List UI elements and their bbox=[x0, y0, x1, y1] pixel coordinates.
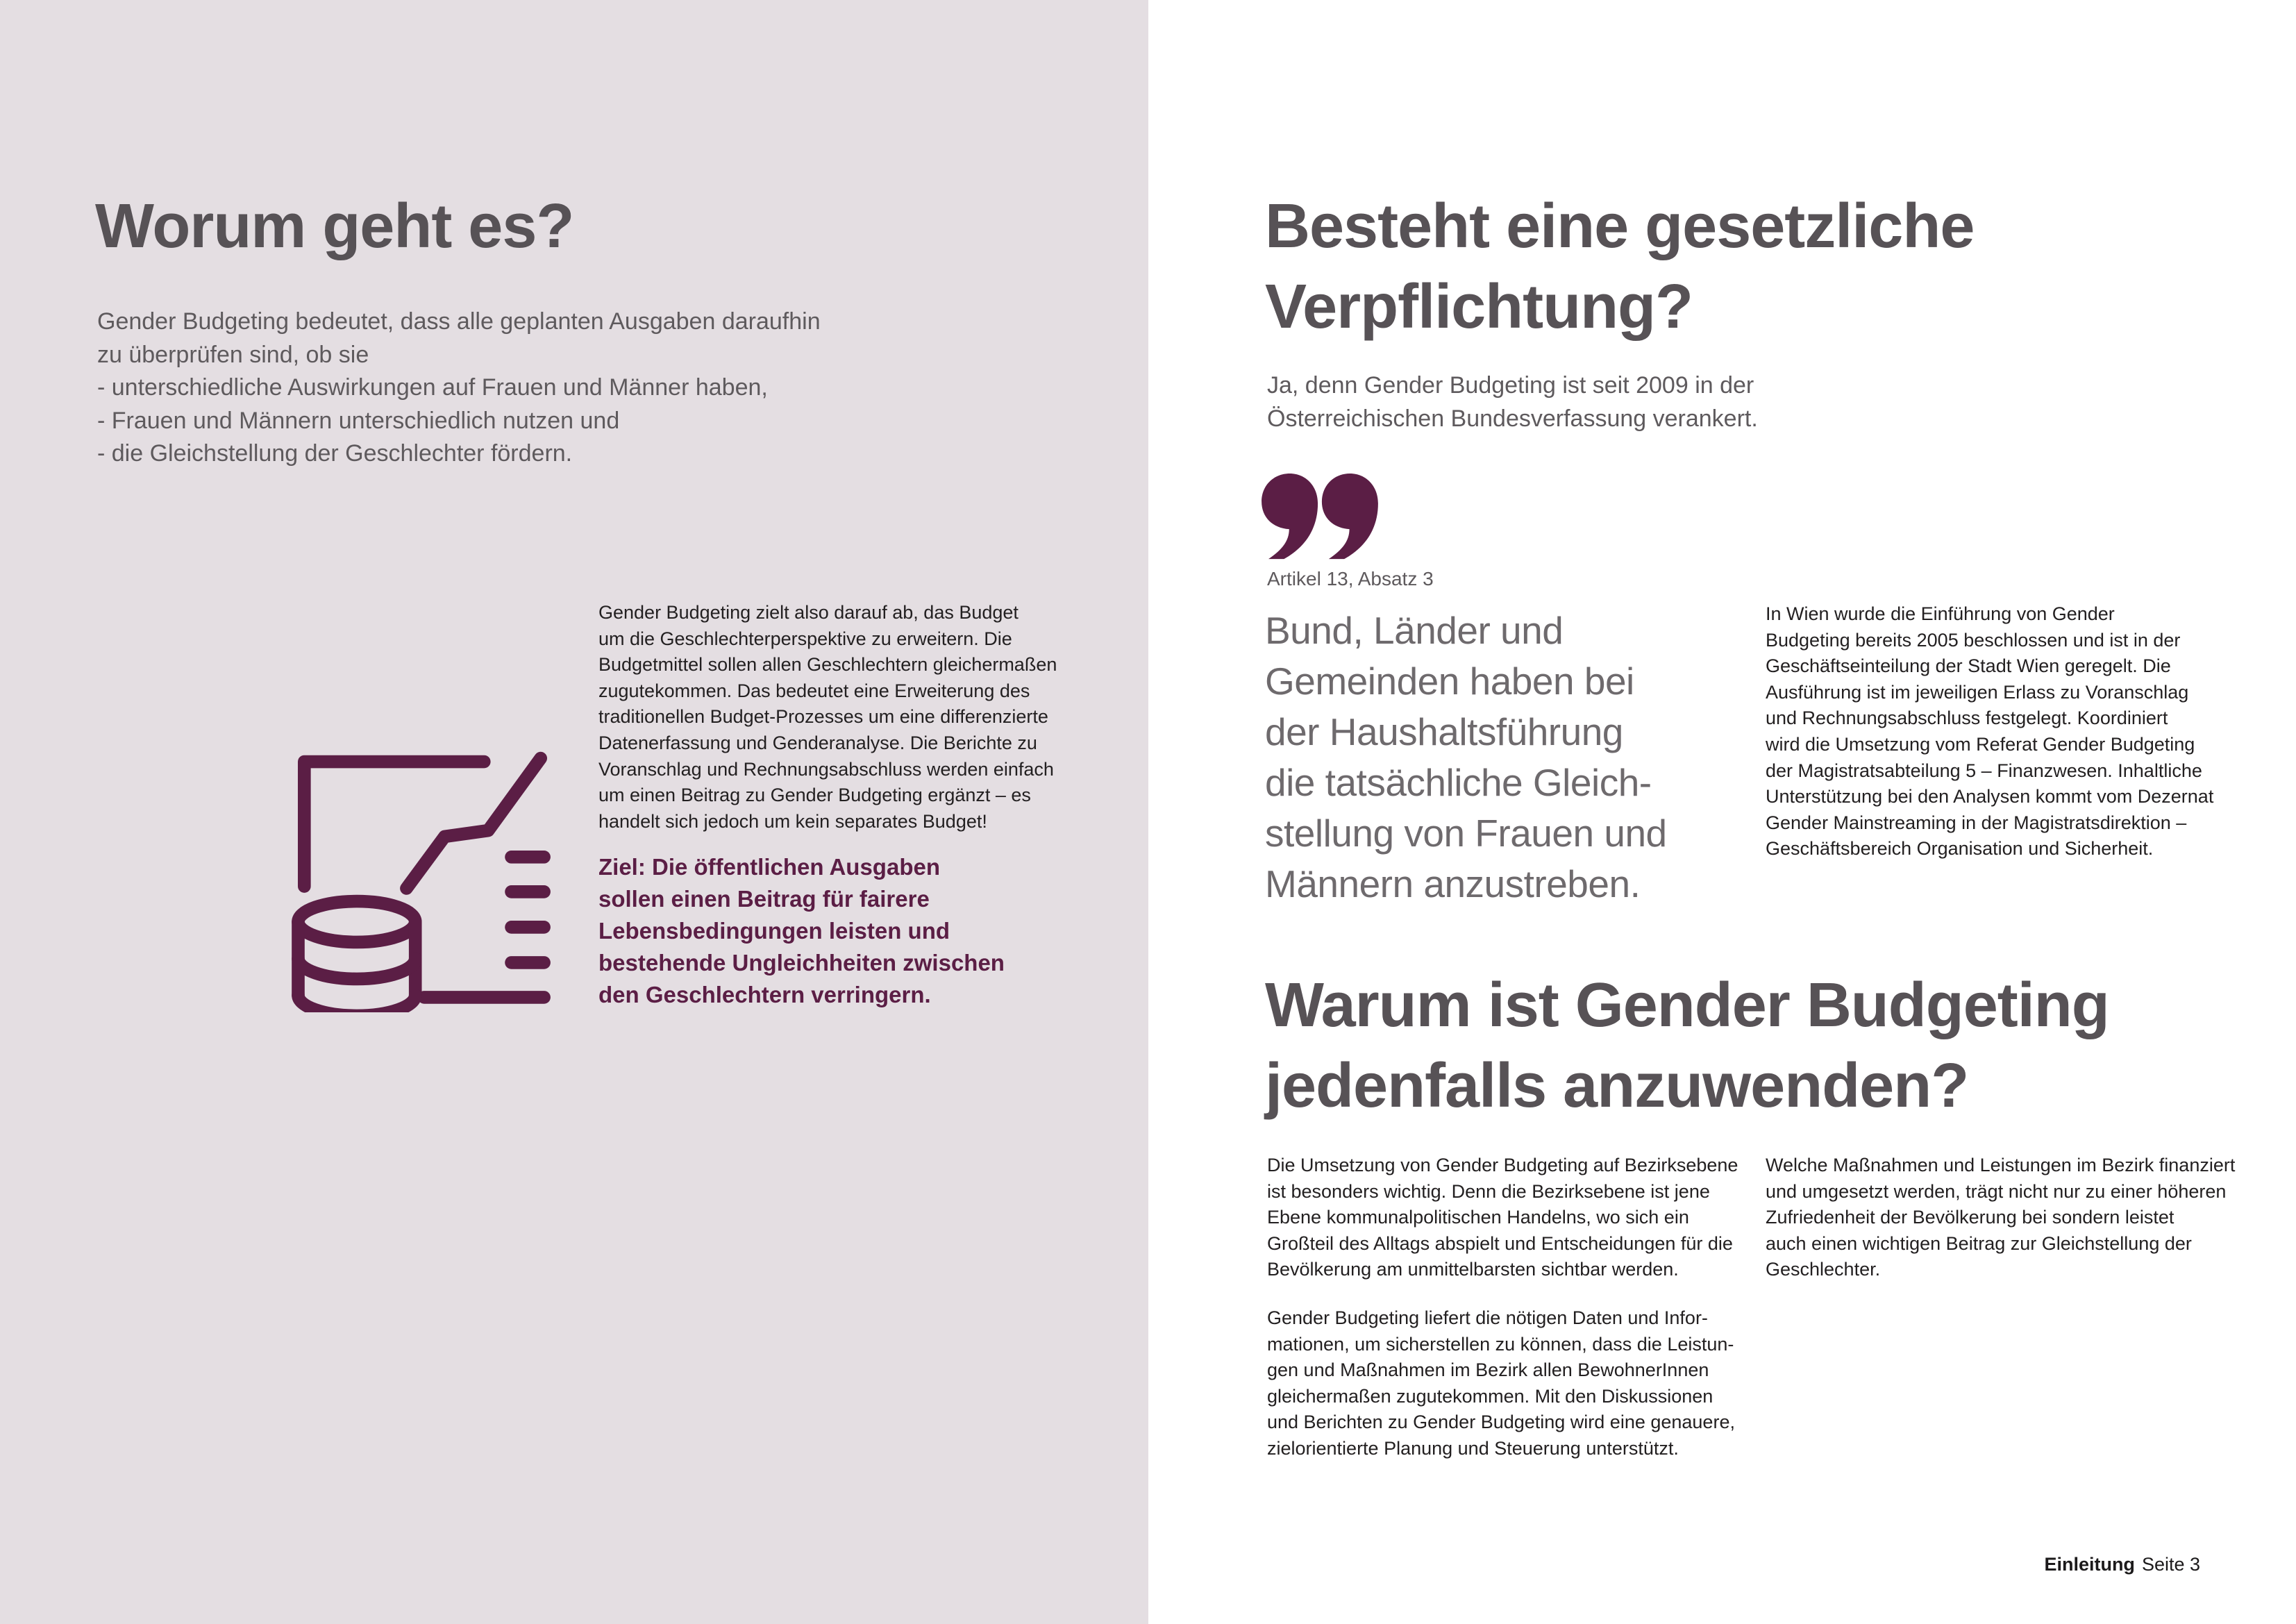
intro-paragraph: Gender Budgeting bedeutet, dass alle gep… bbox=[97, 308, 821, 467]
wien-aside-paragraph: In Wien wurde die Einführung von Gender … bbox=[1766, 603, 2214, 860]
section-law-lead: Ja, denn Gender Budgeting ist seit 2009 … bbox=[1267, 372, 1758, 432]
aside-paragraph: Gender Budgeting zielt also darauf ab, d… bbox=[598, 602, 1057, 832]
quote-icon bbox=[1261, 474, 1379, 560]
goal-statement: Ziel: Die öffentlichen Ausgaben sollen e… bbox=[598, 854, 1005, 1007]
why-column1-paragraph1: Die Umsetzung von Gender Budgeting auf B… bbox=[1267, 1155, 1738, 1280]
section-law-title: Besteht eine gesetzliche Verpflichtung? bbox=[1265, 192, 1975, 342]
constitution-quote: Bund, Länder und Gemeinden haben bei der… bbox=[1265, 609, 1667, 905]
footer-page-number: Seite 3 bbox=[2141, 1554, 2200, 1575]
budget-chart-coins-icon bbox=[273, 726, 573, 1012]
page-title: Worum geht es? bbox=[95, 192, 574, 261]
quote-source-label: Artikel 13, Absatz 3 bbox=[1267, 568, 1434, 589]
page-footer: Einleitung Seite 3 bbox=[2044, 1554, 2200, 1575]
footer-chapter-label: Einleitung bbox=[2044, 1554, 2135, 1575]
left-panel: Worum geht es? Gender Budgeting bedeutet… bbox=[0, 0, 1148, 1624]
why-column1-paragraph2: Gender Budgeting liefert die nötigen Dat… bbox=[1267, 1307, 1735, 1459]
section-why-title: Warum ist Gender Budgeting jedenfalls an… bbox=[1265, 971, 2110, 1121]
why-column2-paragraph: Welche Maßnahmen und Leistungen im Bezir… bbox=[1766, 1155, 2236, 1280]
